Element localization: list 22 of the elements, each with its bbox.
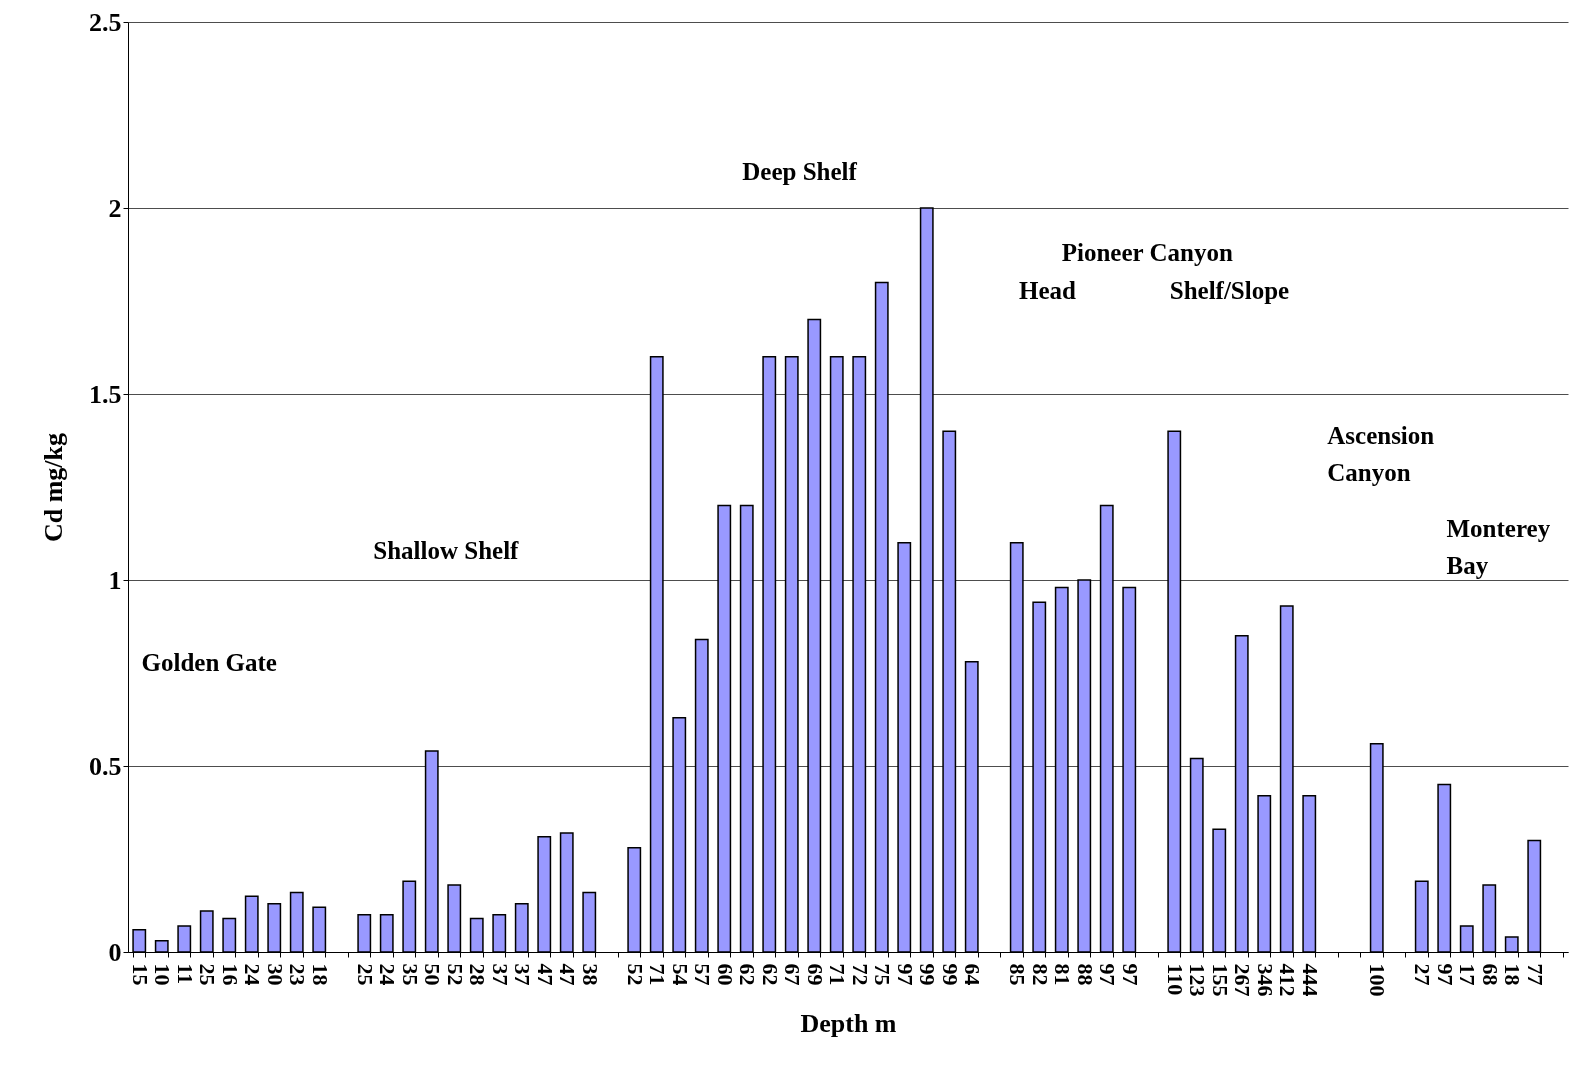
annotation: Head xyxy=(1019,276,1077,304)
y-tick-label: 0.5 xyxy=(89,751,122,781)
x-tick-label: 52 xyxy=(622,963,648,986)
y-tick-label: 1.5 xyxy=(89,379,122,409)
annotation: Monterey Bay xyxy=(1446,514,1551,579)
x-tick-label: 110 xyxy=(1162,963,1188,996)
x-tick-label: 15 xyxy=(127,963,153,986)
y-axis-title: Cd mg/kg xyxy=(39,432,68,543)
x-tick-label: 100 xyxy=(1365,963,1391,997)
annotation: Shallow Shelf xyxy=(373,537,520,565)
x-tick-label: 64 xyxy=(960,963,986,986)
annotation: Shelf/Slope xyxy=(1169,276,1290,304)
y-tick-label: 2 xyxy=(108,193,122,223)
annotation: Golden Gate xyxy=(141,648,277,676)
y-tick-label: 0 xyxy=(108,937,122,967)
annotation: Pioneer Canyon xyxy=(1061,239,1233,267)
x-axis-title: Depth m xyxy=(800,1008,897,1038)
x-tick-label: 25 xyxy=(352,963,378,986)
annotation: Deep Shelf xyxy=(742,157,858,185)
y-tick-label: 1 xyxy=(108,565,122,595)
y-tick-label: 2.5 xyxy=(89,7,122,37)
annotation: Ascension Canyon xyxy=(1327,421,1435,486)
